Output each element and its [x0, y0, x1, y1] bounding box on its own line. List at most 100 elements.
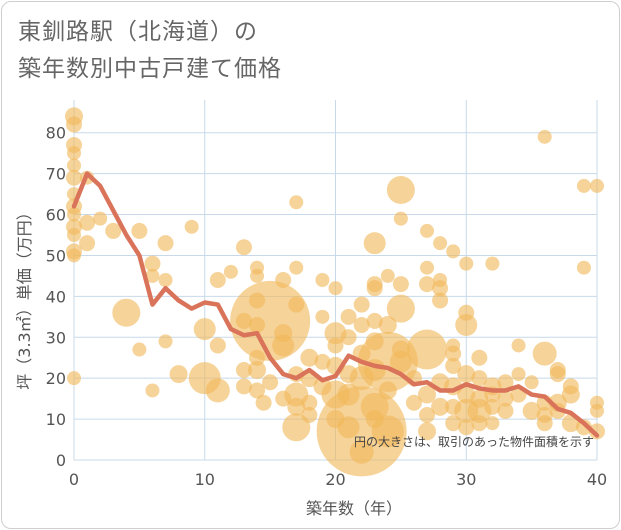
bubble	[497, 390, 514, 407]
bubble	[536, 415, 553, 432]
bubble	[93, 211, 108, 226]
bubble	[209, 272, 226, 288]
bubble	[459, 256, 474, 271]
bubble	[522, 401, 541, 420]
trend-line-group	[71, 171, 600, 438]
bubble	[209, 337, 226, 354]
bubble	[393, 211, 408, 226]
title-line-1: 東釧路駅（北海道）の	[18, 19, 258, 45]
bubble	[458, 419, 475, 436]
bubble	[131, 222, 148, 239]
bubble	[445, 415, 462, 432]
trend-line	[71, 171, 600, 438]
bubble	[169, 365, 188, 384]
bubble	[314, 353, 331, 370]
axes: 0 10 20 30 40 50 60 70 80 0 10 20 30 40	[46, 124, 608, 489]
bubble	[471, 349, 488, 366]
bubble	[446, 244, 461, 259]
y-tick-label: 80	[46, 124, 66, 143]
bubbles	[65, 107, 605, 477]
bubble	[235, 239, 252, 256]
bubble	[386, 294, 415, 323]
bubble	[105, 222, 122, 239]
bubble	[262, 374, 279, 391]
bubble	[455, 314, 478, 336]
bubble	[524, 375, 539, 390]
bubble	[315, 309, 330, 324]
bubble	[363, 232, 386, 255]
bubble	[287, 397, 306, 416]
bubble	[327, 337, 344, 354]
bubble	[79, 235, 96, 252]
bubble	[230, 280, 311, 361]
title-line-2: 築年数別中古戸建て価格	[18, 56, 282, 82]
y-axis-label: 坪（3.3㎡）単価（万円）	[15, 204, 34, 389]
y-tick-label: 0	[56, 451, 66, 470]
y-tick-label: 70	[46, 165, 66, 184]
bubble	[315, 273, 330, 287]
bubble	[301, 394, 318, 411]
bubble	[193, 318, 216, 341]
bubble	[511, 367, 526, 382]
bubble	[66, 116, 82, 133]
bubble	[248, 361, 267, 379]
bubble	[158, 273, 173, 287]
bubble	[250, 268, 265, 283]
bubble	[79, 214, 96, 231]
bubble	[420, 223, 435, 238]
x-tick-label: 20	[325, 470, 345, 489]
y-tick-label: 50	[46, 246, 66, 265]
bubble	[432, 280, 449, 297]
bubble	[223, 264, 238, 279]
bubble	[340, 329, 357, 346]
bubble	[67, 228, 81, 242]
bubble	[432, 292, 449, 309]
bubble	[378, 316, 397, 334]
bubble	[485, 256, 500, 271]
bubble	[66, 169, 82, 186]
bubble	[457, 365, 476, 384]
bubble	[340, 308, 357, 325]
bubble	[445, 345, 462, 362]
bubble	[590, 403, 604, 418]
bubble	[445, 357, 462, 374]
x-tick-label: 10	[195, 470, 215, 489]
bubble	[145, 383, 160, 398]
bubble	[576, 260, 591, 275]
bubble	[366, 312, 383, 329]
bubble	[419, 407, 436, 423]
bubble	[366, 280, 383, 297]
bubble	[485, 416, 500, 431]
bubble	[420, 260, 435, 275]
bubble	[249, 382, 266, 399]
bubble	[371, 415, 404, 448]
bubble	[484, 398, 501, 415]
bubble	[537, 129, 552, 144]
bubble	[275, 272, 292, 288]
bubble	[112, 298, 141, 327]
bubble	[431, 397, 450, 416]
chart-title: 東釧路駅（北海道）の 築年数別中古戸建て価格	[18, 14, 282, 88]
bubble	[328, 281, 343, 296]
bubble	[157, 235, 174, 252]
y-tick-label: 20	[46, 369, 66, 388]
x-tick-label: 0	[69, 470, 79, 489]
bubble	[282, 413, 311, 442]
bubble-size-note: 円の大きさは、取引のあった物件面積を示す	[354, 434, 594, 449]
bubble	[589, 423, 605, 440]
bubble	[561, 385, 580, 404]
bubble	[392, 276, 409, 293]
bubble	[67, 146, 81, 161]
bubble	[353, 296, 370, 313]
bubble	[590, 178, 604, 193]
bubble	[289, 195, 304, 210]
bubble	[549, 366, 566, 383]
bubble	[272, 334, 295, 357]
bubble	[433, 236, 448, 251]
bubble	[497, 402, 514, 419]
bubble	[255, 394, 272, 411]
bubble	[144, 255, 161, 272]
y-tick-label: 10	[46, 410, 66, 429]
y-tick-label: 60	[46, 206, 66, 225]
